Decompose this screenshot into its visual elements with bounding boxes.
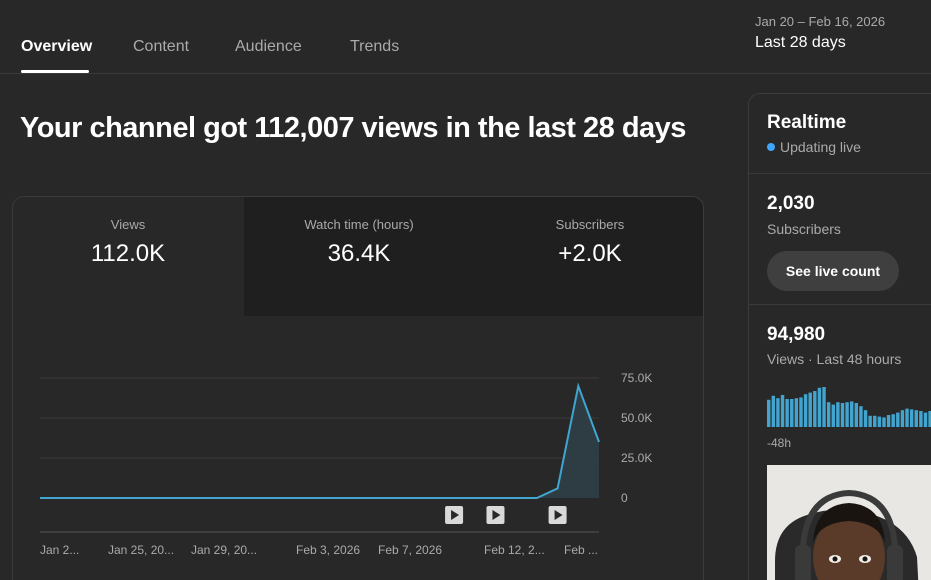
realtime-bar [882, 417, 886, 427]
metric-label: Views [110, 217, 146, 232]
realtime-views-label: Views · Last 48 hours [767, 351, 902, 367]
realtime-bar [840, 403, 845, 427]
realtime-subscribers-label: Subscribers [767, 221, 841, 237]
y-tick-label: 75.0K [621, 371, 652, 385]
metric-value: 112.0K [90, 240, 166, 267]
x-tick-label: Jan 25, 20... [108, 543, 174, 557]
views-chart[interactable]: 0 25.0K 50.0K 75.0K Jan 2... Jan 25, 20... Jan… [13, 197, 704, 580]
realtime-bar [845, 402, 849, 427]
metric-label: Watch time (hours) [304, 217, 414, 232]
realtime-bar [780, 395, 785, 427]
x-tick-label: Feb 7, 2026 [378, 543, 442, 557]
realtime-bar [794, 398, 799, 427]
realtime-bar [891, 414, 895, 427]
realtime-bar [822, 387, 826, 427]
date-range[interactable]: Jan 20 – Feb 16, 2026 [755, 14, 886, 29]
tab-content[interactable]: Content [133, 38, 190, 55]
realtime-bar [813, 391, 817, 427]
realtime-bar [868, 415, 872, 427]
realtime-bar [785, 399, 789, 427]
realtime-card: Realtime Updating live 2,030 Subscribers… [748, 93, 931, 580]
realtime-subscribers-value: 2,030 [767, 193, 815, 214]
realtime-bar [767, 399, 771, 427]
tab-audience[interactable]: Audience [235, 38, 302, 55]
play-icon [451, 510, 460, 520]
series-area [40, 386, 599, 498]
metric-tab-watch-time[interactable]: Watch time (hours) 36.4K [244, 197, 474, 316]
realtime-bar [790, 399, 794, 427]
realtime-bar [836, 402, 840, 427]
metric-value: 36.4K [327, 240, 391, 267]
tab-trends[interactable]: Trends [350, 38, 400, 55]
live-dot-icon [767, 143, 775, 151]
realtime-title: Realtime [767, 112, 847, 133]
realtime-bar [831, 404, 835, 427]
metric-label: Subscribers [555, 217, 625, 232]
realtime-bar [850, 401, 854, 427]
realtime-bar [854, 403, 859, 427]
divider [749, 173, 931, 174]
y-tick-label: 25.0K [621, 451, 652, 465]
x-tick-label: Jan 2... [40, 543, 79, 557]
video-thumbnail[interactable] [767, 465, 931, 580]
tab-bar: Overview Content Audience Trends Jan 20 … [0, 0, 931, 74]
realtime-bar [776, 398, 780, 427]
realtime-bar [873, 415, 877, 427]
y-tick-label: 50.0K [621, 411, 652, 425]
series-line [40, 382, 600, 499]
metric-tab-views[interactable]: Views 112.0K [13, 197, 243, 316]
overview-card: Views 112.0K Watch time (hours) 36.4K Su… [12, 196, 704, 580]
realtime-bar [803, 394, 808, 427]
realtime-bar [909, 409, 914, 427]
person-thumbnail-image [767, 465, 931, 580]
metric-tab-subscribers[interactable]: Subscribers +2.0K [474, 197, 703, 316]
page-headline: Your channel got 112,007 views in the la… [20, 112, 686, 144]
realtime-bar [808, 392, 812, 427]
x-tick-label: Feb ... [564, 543, 598, 557]
realtime-views-bars[interactable] [767, 379, 931, 427]
x-tick-label: Jan 29, 20... [191, 543, 257, 557]
realtime-bar [886, 415, 891, 427]
realtime-bar [817, 387, 822, 427]
realtime-bar [877, 416, 882, 427]
realtime-bar [928, 411, 931, 427]
realtime-bar [919, 411, 923, 427]
realtime-status: Updating live [767, 139, 861, 155]
realtime-bar [771, 395, 776, 427]
play-icon [492, 510, 501, 520]
realtime-status-text: Updating live [780, 139, 861, 155]
divider [749, 304, 931, 305]
realtime-bar [923, 412, 928, 427]
realtime-views-value: 94,980 [767, 324, 826, 345]
see-live-count-button[interactable]: See live count [767, 251, 899, 291]
date-period-selector[interactable]: Last 28 days [755, 34, 846, 51]
play-icon [554, 510, 563, 520]
realtime-bar [859, 406, 863, 427]
x-tick-label: Feb 12, 2... [484, 543, 545, 557]
realtime-bar [799, 397, 803, 427]
tab-overview[interactable]: Overview [21, 38, 93, 55]
realtime-bar [826, 402, 831, 427]
realtime-axis-start: -48h [767, 436, 792, 450]
active-tab-indicator [21, 70, 89, 73]
realtime-bar [914, 410, 918, 427]
realtime-bar [905, 408, 909, 427]
x-tick-label: Feb 3, 2026 [296, 543, 360, 557]
y-tick-label: 0 [621, 491, 628, 505]
realtime-bar [863, 410, 868, 427]
realtime-bar [896, 412, 900, 427]
metric-value: +2.0K [558, 240, 622, 267]
realtime-bar [900, 410, 905, 427]
